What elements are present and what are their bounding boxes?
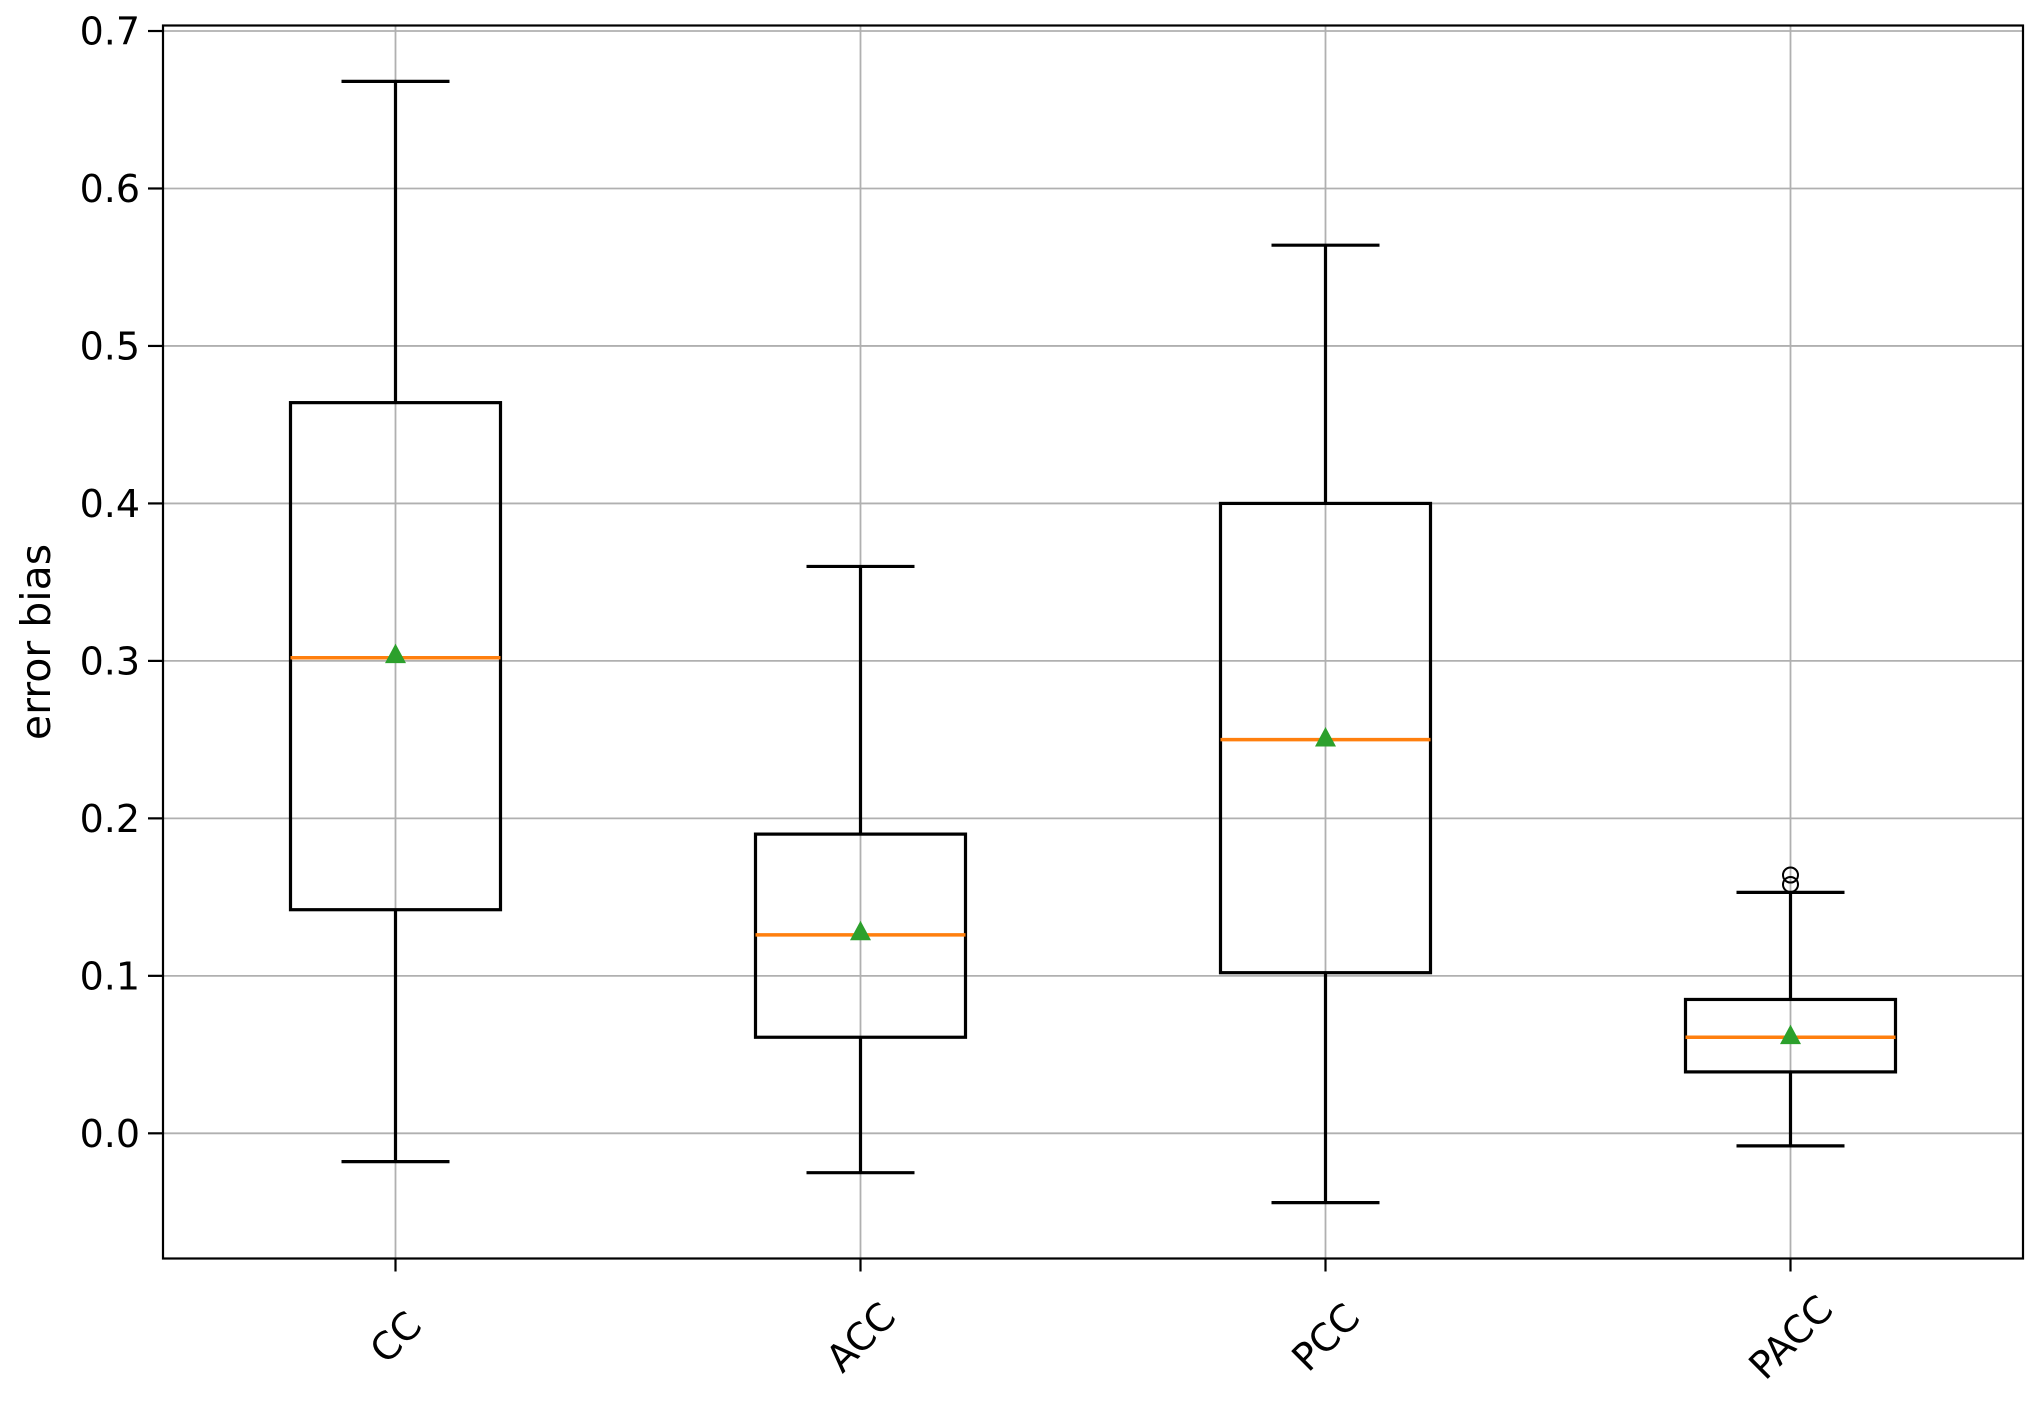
mean-marker-PCC (1315, 727, 1336, 747)
y-tick-label-0.0: 0.0 (80, 1112, 140, 1156)
y-tick-label-0.5: 0.5 (80, 324, 140, 368)
box-group-CC (288, 79, 503, 1164)
plot-border (161, 24, 2025, 1260)
y-tick-label-0.6: 0.6 (80, 167, 140, 211)
box-group-ACC (753, 564, 968, 1175)
outlier-PACC-1 (1782, 866, 1799, 884)
y-tick-label-0.3: 0.3 (80, 639, 140, 683)
mean-marker-CC (385, 643, 406, 664)
box-group-PACC (1683, 866, 1898, 1148)
y-tick-label-0.2: 0.2 (80, 797, 140, 841)
outlier-PACC-0 (1782, 876, 1799, 894)
y-tick-label-0.7: 0.7 (80, 10, 140, 54)
mean-marker-ACC (850, 920, 871, 941)
y-tick-label-0.4: 0.4 (80, 482, 140, 526)
y-axis-label: error bias (12, 544, 60, 740)
y-tick-label-0.1: 0.1 (80, 954, 140, 998)
box-group-PCC (1218, 243, 1433, 1205)
mean-marker-PACC (1780, 1024, 1801, 1045)
